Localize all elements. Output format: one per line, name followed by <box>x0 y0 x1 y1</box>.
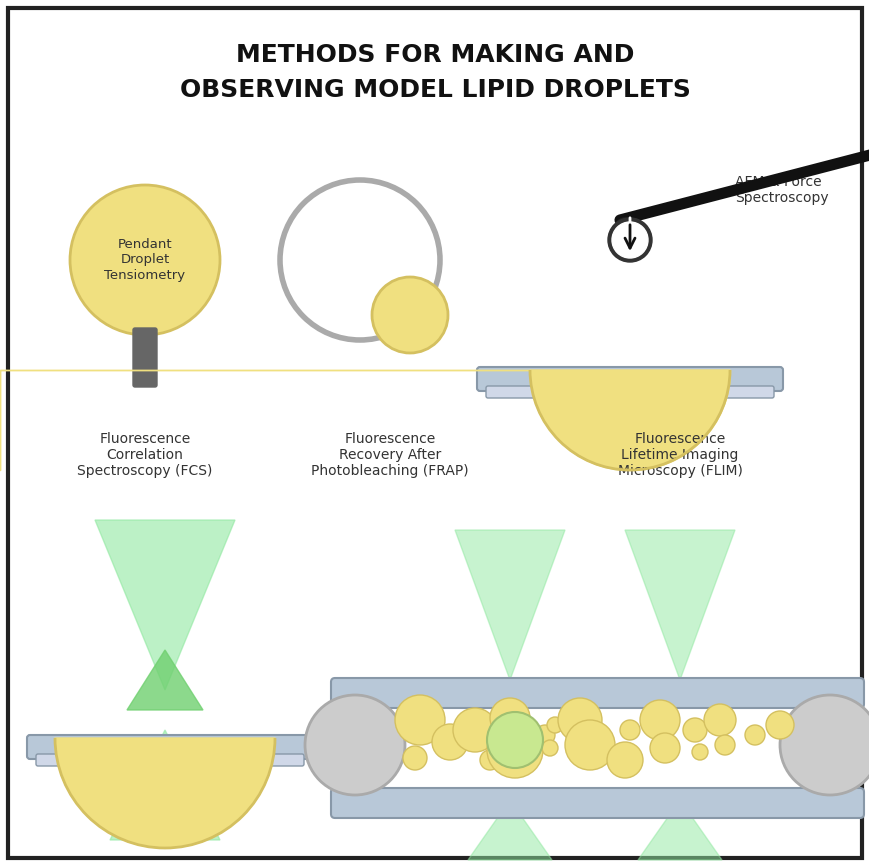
Text: Pendant
Droplet
Tensiometry: Pendant Droplet Tensiometry <box>104 238 185 281</box>
Circle shape <box>487 712 542 768</box>
Circle shape <box>714 735 734 755</box>
Circle shape <box>564 720 614 770</box>
Polygon shape <box>127 650 202 710</box>
FancyBboxPatch shape <box>36 754 303 766</box>
Polygon shape <box>624 530 734 680</box>
FancyBboxPatch shape <box>330 788 863 818</box>
Circle shape <box>744 725 764 745</box>
Circle shape <box>765 711 793 739</box>
Polygon shape <box>529 370 729 470</box>
Circle shape <box>432 724 468 760</box>
Circle shape <box>280 180 440 340</box>
Circle shape <box>487 722 542 778</box>
FancyBboxPatch shape <box>330 678 863 708</box>
Polygon shape <box>637 800 721 860</box>
FancyBboxPatch shape <box>476 367 782 391</box>
Circle shape <box>489 698 529 738</box>
Circle shape <box>611 222 647 258</box>
Polygon shape <box>55 738 275 848</box>
Circle shape <box>372 277 448 353</box>
Circle shape <box>703 704 735 736</box>
Circle shape <box>534 725 554 745</box>
FancyBboxPatch shape <box>27 735 313 759</box>
Circle shape <box>541 740 557 756</box>
Circle shape <box>682 718 706 742</box>
Circle shape <box>649 733 680 763</box>
FancyBboxPatch shape <box>133 328 156 387</box>
Polygon shape <box>454 530 564 680</box>
Polygon shape <box>468 800 551 860</box>
Circle shape <box>640 700 680 740</box>
Text: METHODS FOR MAKING AND: METHODS FOR MAKING AND <box>235 43 634 67</box>
Circle shape <box>547 717 562 733</box>
Circle shape <box>691 744 707 760</box>
Circle shape <box>70 185 220 335</box>
Text: AFM & Force
Spectroscopy: AFM & Force Spectroscopy <box>734 175 827 205</box>
Circle shape <box>453 708 496 752</box>
Polygon shape <box>95 520 235 690</box>
Circle shape <box>607 742 642 778</box>
Circle shape <box>480 750 500 770</box>
FancyBboxPatch shape <box>8 8 861 858</box>
Circle shape <box>557 698 601 742</box>
Circle shape <box>779 695 869 795</box>
FancyBboxPatch shape <box>486 386 773 398</box>
Circle shape <box>614 218 634 238</box>
Circle shape <box>305 695 405 795</box>
Polygon shape <box>109 730 220 840</box>
Text: Fluorescence
Recovery After
Photobleaching (FRAP): Fluorescence Recovery After Photobleachi… <box>311 432 468 478</box>
Circle shape <box>620 720 640 740</box>
Circle shape <box>402 746 427 770</box>
Text: OBSERVING MODEL LIPID DROPLETS: OBSERVING MODEL LIPID DROPLETS <box>179 78 690 102</box>
Circle shape <box>395 695 444 745</box>
Text: Fluorescence
Correlation
Spectroscopy (FCS): Fluorescence Correlation Spectroscopy (F… <box>77 432 212 478</box>
Text: Fluorescence
Lifetime Imaging
Microscopy (FLIM): Fluorescence Lifetime Imaging Microscopy… <box>617 432 741 478</box>
Circle shape <box>607 218 651 262</box>
